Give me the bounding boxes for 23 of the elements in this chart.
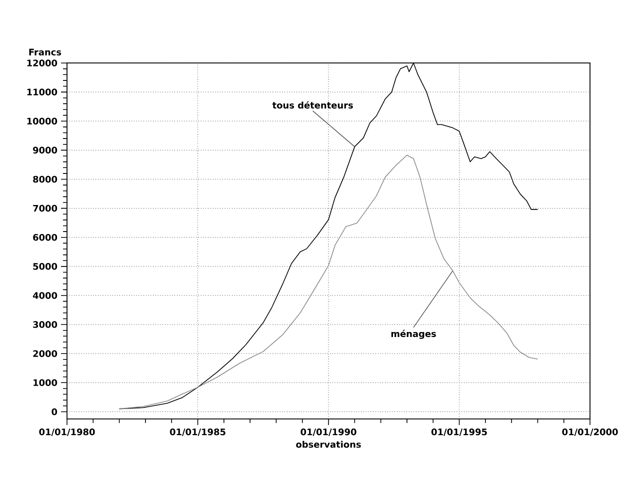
y-tick-label: 6000 [33, 234, 58, 241]
y-tick-label: 2000 [33, 350, 58, 357]
x-tick-label: 01/01/1980 [39, 428, 95, 436]
y-tick-label: 3000 [33, 321, 58, 328]
y-tick-label: 4000 [32, 292, 58, 299]
y-tick-label: 1000 [34, 379, 58, 386]
x-tick-label: 01/01/1995 [431, 428, 487, 436]
y-axis-title: Francs [29, 48, 62, 56]
y-tick-label: 12000 [27, 60, 58, 66]
x-tick-label: 01/01/1990 [300, 428, 356, 436]
annotation: tous détenteurs [272, 101, 353, 109]
y-tick-label: 11000 [27, 88, 58, 96]
line-series [118, 154, 538, 410]
x-tick-label: 01/01/1985 [170, 428, 226, 436]
x-tick-label: 01/01/2000 [562, 428, 618, 436]
y-tick-label: 8000 [33, 176, 58, 183]
annotation: ménages [391, 330, 436, 339]
y-tick-label: 10000 [27, 118, 58, 124]
y-tick-label: 0 [52, 408, 58, 416]
y-tick-label: 7000 [33, 204, 58, 212]
y-tick-label: 9000 [33, 146, 58, 154]
x-axis-title: observations [296, 440, 361, 448]
y-tick-label: 5000 [33, 263, 58, 270]
